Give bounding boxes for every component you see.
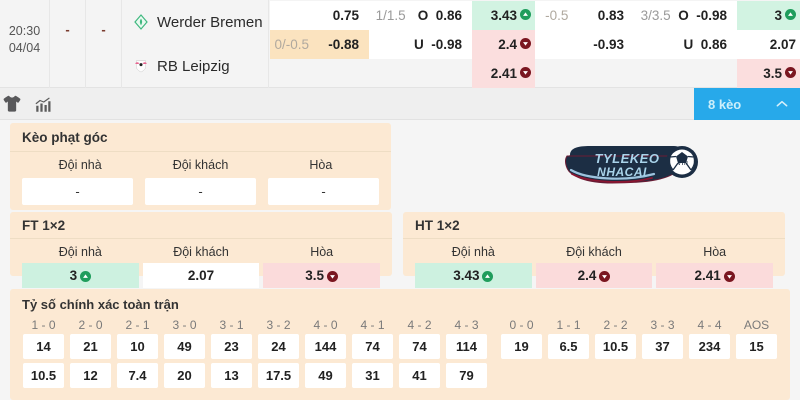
svg-text:TYLEKEO: TYLEKEO xyxy=(595,151,660,166)
svg-text:.VTN: .VTN xyxy=(676,161,688,167)
svg-text:NHACAI: NHACAI xyxy=(597,165,647,179)
